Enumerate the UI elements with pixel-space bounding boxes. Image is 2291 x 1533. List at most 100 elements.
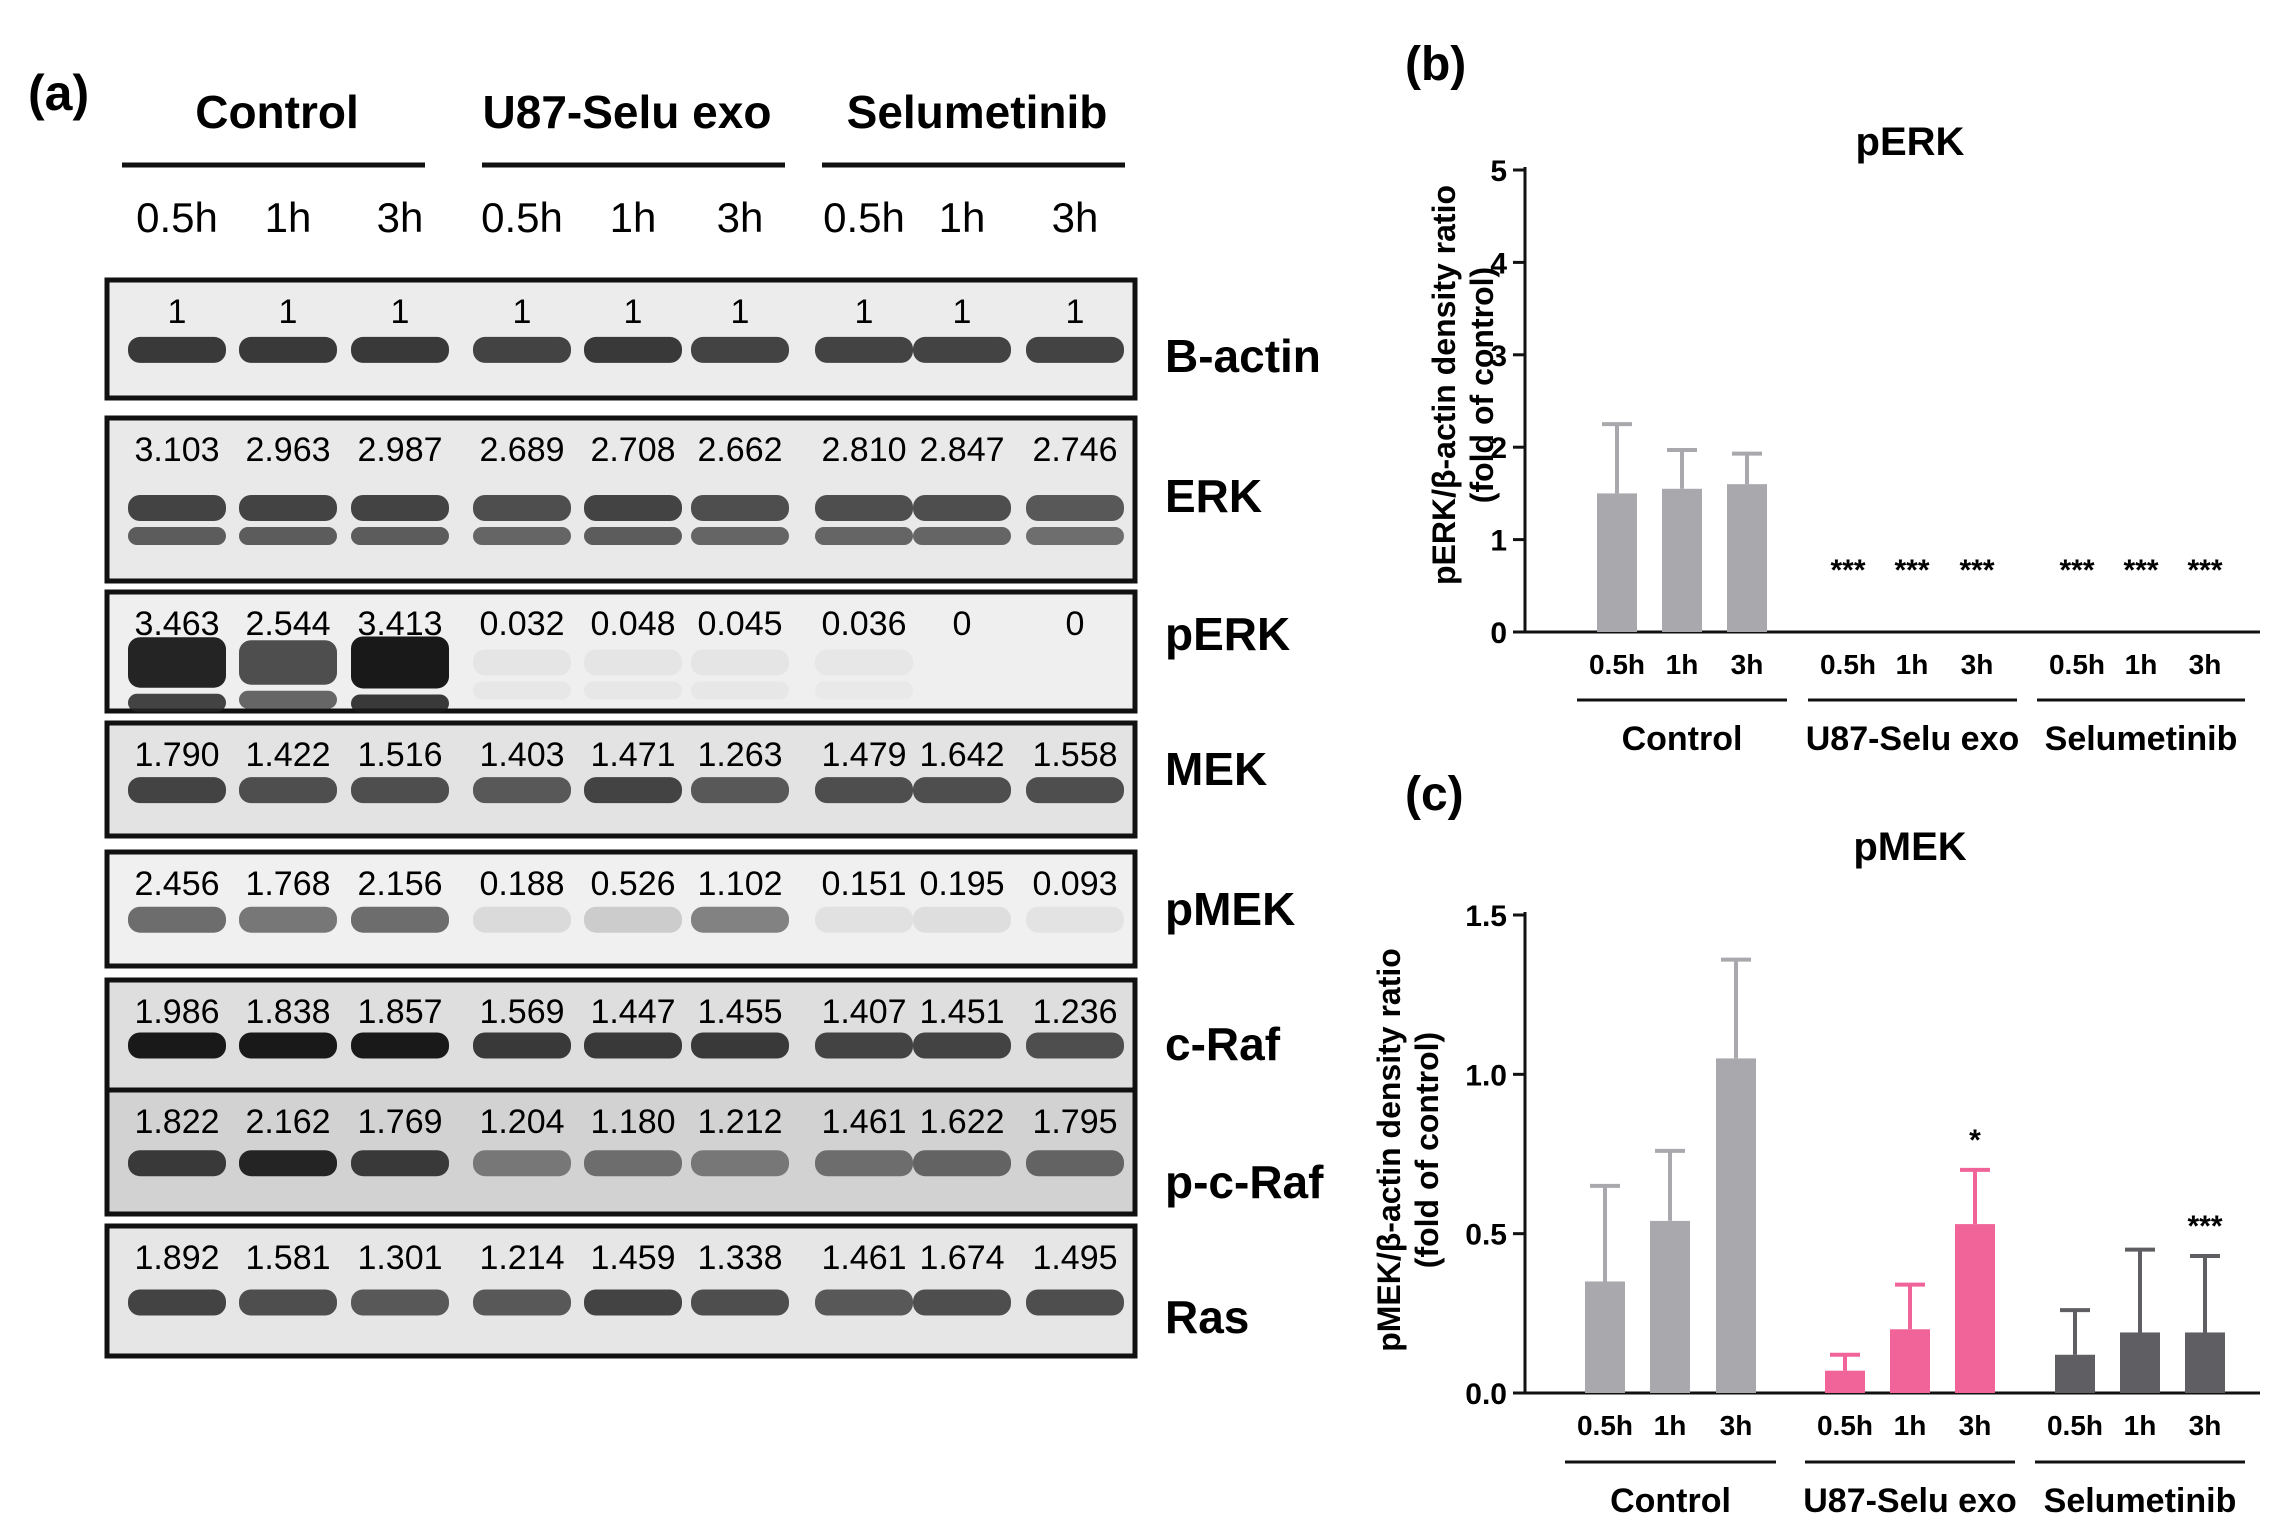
density-value: 0.048	[590, 605, 675, 643]
band-lower	[815, 527, 913, 545]
density-value: 1	[513, 293, 532, 331]
blot-p-c-raf: 1.822 2.162 1.769 1.204 1.180 1.212 1.461 1.622…	[104, 1087, 1324, 1217]
y-tick-label: 5	[1490, 155, 1507, 188]
density-value: 0.526	[590, 865, 675, 903]
density-value: 1.986	[134, 993, 219, 1031]
density-value: 0.188	[479, 865, 564, 903]
timepoint-label: 0.5h	[823, 194, 905, 241]
band	[584, 336, 682, 363]
blot-label: ERK	[1165, 470, 1262, 522]
band	[128, 336, 226, 363]
band	[913, 1289, 1011, 1316]
timepoint-label: 0.5h	[136, 194, 218, 241]
density-value: 1.407	[821, 993, 906, 1031]
band	[691, 1150, 789, 1177]
band-lower	[584, 527, 682, 545]
band	[691, 777, 789, 804]
band-lower	[473, 681, 571, 700]
density-value: 0.036	[821, 605, 906, 643]
density-value: 1.795	[1032, 1103, 1117, 1141]
band	[473, 495, 571, 521]
band	[691, 649, 789, 676]
density-value: 1.622	[919, 1103, 1004, 1141]
blot-perk: 3.463 2.544 3.413 0.032 0.048 0.045 0.036 0 0 pER…	[104, 589, 1290, 714]
density-value: 1.214	[479, 1239, 564, 1277]
band	[239, 906, 337, 933]
band	[1026, 1150, 1124, 1177]
band	[351, 1032, 449, 1059]
group-label-control: Control	[195, 86, 359, 138]
density-value: 1.558	[1032, 736, 1117, 774]
density-value: 1	[1066, 293, 1085, 331]
density-value: 2.987	[357, 431, 442, 469]
density-value: 1	[731, 293, 750, 331]
group-label-u87-selu-exo: U87-Selu exo	[483, 86, 772, 138]
bar	[2185, 1332, 2225, 1393]
band	[128, 906, 226, 933]
band	[1026, 906, 1124, 933]
bar	[1597, 493, 1637, 632]
band-lower	[691, 681, 789, 700]
band	[913, 1032, 1011, 1059]
blot-label: c-Raf	[1165, 1018, 1281, 1070]
x-tick-label: 1h	[1894, 1410, 1927, 1441]
band	[584, 777, 682, 804]
density-value: 1.768	[245, 865, 330, 903]
significance-marker: *	[1969, 1124, 1981, 1157]
bar	[1825, 1370, 1865, 1393]
bar	[1650, 1220, 1690, 1393]
density-value: 2.662	[697, 431, 782, 469]
band	[128, 1032, 226, 1059]
bar	[2120, 1332, 2160, 1393]
density-value: 1.516	[357, 736, 442, 774]
blot-strips: 1 1 1 1 1 1 1 1 1 B-actin 3.103 2.963 2.987 2.689 2.70…	[104, 277, 1324, 1359]
density-value: 1.892	[134, 1239, 219, 1277]
group-label-selumetinib: Selumetinib	[847, 86, 1108, 138]
x-tick-label: 3h	[2189, 1410, 2222, 1441]
band	[473, 777, 571, 804]
density-value: 1	[624, 293, 643, 331]
band	[815, 1032, 913, 1059]
density-value: 0	[953, 605, 972, 643]
timepoint-label: 3h	[1052, 194, 1099, 241]
density-value: 0.195	[919, 865, 1004, 903]
x-tick-label: 3h	[1731, 649, 1764, 680]
band	[913, 495, 1011, 521]
bar	[1890, 1329, 1930, 1393]
panel-a-label: (a)	[28, 65, 89, 121]
y-tick-label: 4	[1490, 247, 1507, 280]
band	[128, 637, 226, 688]
blot-label: pERK	[1165, 608, 1290, 660]
band	[815, 495, 913, 521]
density-value: 0	[1066, 605, 1085, 643]
band-lower	[239, 690, 337, 709]
panel-a-western-blot: (a) Control U87-Selu exo Selumetinib 0.5…	[28, 65, 1324, 1359]
panel-b-label: (b)	[1405, 38, 1466, 91]
density-value: 3.463	[134, 605, 219, 643]
y-tick-label: 1	[1490, 525, 1507, 558]
density-value: 1.822	[134, 1103, 219, 1141]
band	[913, 1150, 1011, 1177]
band	[351, 1150, 449, 1177]
density-value: 0.032	[479, 605, 564, 643]
density-value: 1.674	[919, 1239, 1004, 1277]
y-tick-label: 1.5	[1465, 900, 1507, 933]
density-value: 2.456	[134, 865, 219, 903]
band	[584, 649, 682, 676]
density-value: 1.422	[245, 736, 330, 774]
band	[351, 336, 449, 363]
chart-b-title: pERK	[1856, 120, 1965, 164]
density-value: 2.963	[245, 431, 330, 469]
band	[128, 1289, 226, 1316]
band	[691, 336, 789, 363]
band	[1026, 495, 1124, 521]
bar	[2055, 1354, 2095, 1393]
band	[351, 1289, 449, 1316]
density-value: 3.103	[134, 431, 219, 469]
density-value: 1	[391, 293, 410, 331]
band-lower	[128, 693, 226, 712]
band	[913, 906, 1011, 933]
group-label: Selumetinib	[2045, 720, 2238, 758]
density-value: 0.093	[1032, 865, 1117, 903]
x-tick-label: 1h	[1654, 1410, 1687, 1441]
